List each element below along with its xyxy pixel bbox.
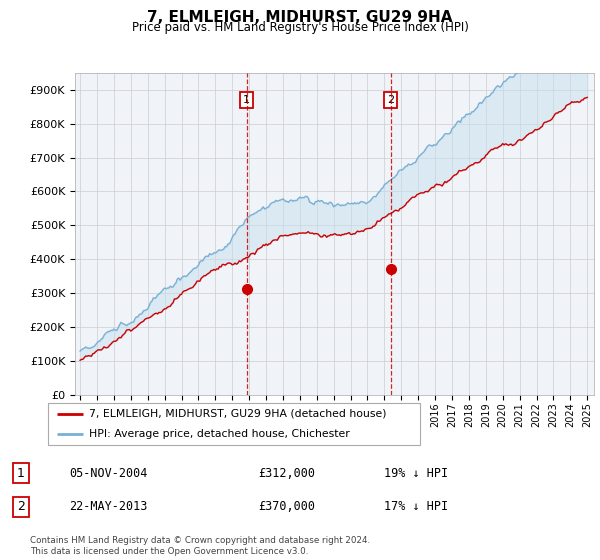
Text: Contains HM Land Registry data © Crown copyright and database right 2024.
This d: Contains HM Land Registry data © Crown c… [30, 536, 370, 556]
Text: £312,000: £312,000 [258, 466, 315, 480]
Text: 19% ↓ HPI: 19% ↓ HPI [384, 466, 448, 480]
Text: 1: 1 [243, 95, 250, 105]
Text: 7, ELMLEIGH, MIDHURST, GU29 9HA: 7, ELMLEIGH, MIDHURST, GU29 9HA [147, 10, 453, 25]
Text: 05-NOV-2004: 05-NOV-2004 [69, 466, 148, 480]
Text: Price paid vs. HM Land Registry's House Price Index (HPI): Price paid vs. HM Land Registry's House … [131, 21, 469, 34]
Text: 2: 2 [387, 95, 394, 105]
Text: 17% ↓ HPI: 17% ↓ HPI [384, 500, 448, 514]
Text: £370,000: £370,000 [258, 500, 315, 514]
Text: HPI: Average price, detached house, Chichester: HPI: Average price, detached house, Chic… [89, 429, 350, 439]
Text: 1: 1 [17, 466, 25, 480]
Text: 22-MAY-2013: 22-MAY-2013 [69, 500, 148, 514]
Text: 2: 2 [17, 500, 25, 514]
Text: 7, ELMLEIGH, MIDHURST, GU29 9HA (detached house): 7, ELMLEIGH, MIDHURST, GU29 9HA (detache… [89, 409, 386, 419]
